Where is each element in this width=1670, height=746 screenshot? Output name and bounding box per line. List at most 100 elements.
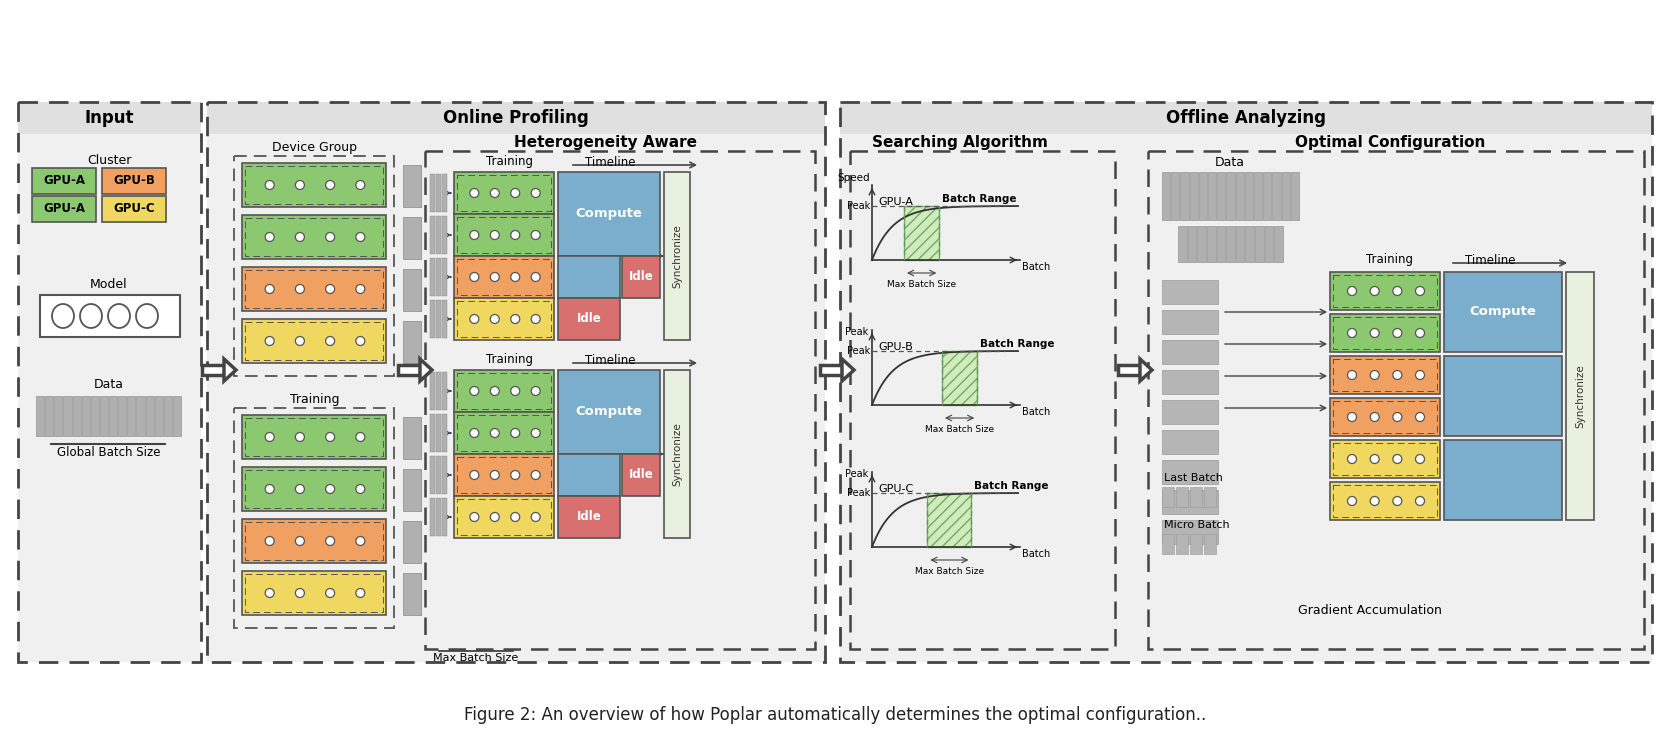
Ellipse shape (469, 471, 479, 480)
Text: Optimal Configuration: Optimal Configuration (1294, 136, 1485, 151)
Bar (454, 298, 554, 340)
Ellipse shape (356, 181, 364, 189)
Bar (1162, 487, 1174, 507)
Bar (429, 456, 434, 494)
Text: GPU-A: GPU-A (43, 202, 85, 216)
Bar (454, 412, 554, 454)
Ellipse shape (1416, 328, 1425, 337)
Bar (1176, 534, 1187, 554)
Ellipse shape (356, 336, 364, 345)
Text: Peak: Peak (847, 201, 870, 211)
Text: GPU-C: GPU-C (878, 484, 913, 494)
Bar (429, 258, 434, 296)
Bar (443, 414, 448, 452)
Ellipse shape (296, 336, 304, 345)
Polygon shape (419, 359, 433, 381)
Bar (1264, 226, 1273, 262)
Bar (1246, 226, 1254, 262)
Bar (245, 218, 382, 256)
Ellipse shape (491, 513, 499, 521)
Bar (903, 206, 939, 260)
Ellipse shape (296, 181, 304, 189)
Bar (1254, 172, 1263, 220)
Text: Batch Range: Batch Range (942, 194, 1017, 204)
Bar (1226, 226, 1234, 262)
Ellipse shape (491, 272, 499, 281)
Ellipse shape (491, 189, 499, 198)
Ellipse shape (1393, 328, 1401, 337)
Bar (245, 166, 382, 204)
Text: GPU-B: GPU-B (878, 342, 913, 352)
Ellipse shape (511, 272, 519, 281)
Text: Compute: Compute (576, 406, 643, 419)
Bar (1566, 272, 1593, 520)
Text: Idle: Idle (576, 510, 601, 524)
Bar (558, 256, 620, 298)
Ellipse shape (491, 471, 499, 480)
Bar (942, 351, 977, 405)
Ellipse shape (1348, 413, 1356, 421)
Ellipse shape (266, 284, 274, 293)
Bar (436, 414, 441, 452)
Ellipse shape (326, 484, 334, 494)
Text: Peak: Peak (845, 327, 868, 337)
Text: Peak: Peak (847, 346, 870, 356)
Ellipse shape (356, 589, 364, 598)
Ellipse shape (135, 304, 159, 328)
Text: Timeline: Timeline (584, 155, 635, 169)
Ellipse shape (266, 589, 274, 598)
Bar (1162, 340, 1217, 364)
Text: Training: Training (291, 393, 339, 407)
Ellipse shape (1348, 286, 1356, 295)
Text: Timeline: Timeline (1465, 254, 1515, 266)
Text: Batch Range: Batch Range (980, 339, 1055, 349)
Bar (1216, 226, 1226, 262)
Ellipse shape (531, 189, 539, 198)
Bar (850, 151, 1116, 649)
Ellipse shape (266, 536, 274, 545)
Bar (137, 396, 145, 436)
Ellipse shape (511, 386, 519, 395)
Ellipse shape (1369, 371, 1379, 380)
Text: Speed: Speed (837, 173, 870, 183)
Ellipse shape (1393, 454, 1401, 463)
Ellipse shape (1416, 286, 1425, 295)
Bar (1274, 226, 1283, 262)
Bar (621, 454, 660, 496)
Ellipse shape (531, 471, 539, 480)
Bar (1162, 172, 1171, 220)
Bar (458, 175, 551, 211)
Bar (820, 365, 842, 375)
Bar (443, 498, 448, 536)
Ellipse shape (469, 231, 479, 239)
Bar (397, 365, 419, 375)
Text: Max Batch Size: Max Batch Size (925, 425, 994, 434)
Bar (234, 408, 394, 628)
Bar (1329, 440, 1440, 478)
Text: Last Batch: Last Batch (1164, 473, 1222, 483)
Bar (840, 102, 1652, 662)
Ellipse shape (511, 189, 519, 198)
Bar (424, 151, 815, 649)
Text: Peak: Peak (847, 488, 870, 498)
Bar (1333, 317, 1436, 349)
Bar (82, 396, 90, 436)
Bar (102, 168, 165, 194)
Bar (1445, 272, 1561, 352)
Ellipse shape (1369, 454, 1379, 463)
Ellipse shape (356, 433, 364, 442)
Text: Online Profiling: Online Profiling (443, 109, 590, 127)
Bar (1191, 487, 1202, 507)
Ellipse shape (356, 484, 364, 494)
Bar (436, 216, 441, 254)
Text: Training: Training (486, 155, 533, 169)
Bar (454, 454, 554, 496)
Bar (429, 414, 434, 452)
Ellipse shape (469, 513, 479, 521)
Bar (1207, 172, 1216, 220)
Bar (32, 196, 95, 222)
Ellipse shape (1348, 328, 1356, 337)
Ellipse shape (326, 433, 334, 442)
Bar (1162, 280, 1217, 304)
Bar (558, 496, 620, 538)
